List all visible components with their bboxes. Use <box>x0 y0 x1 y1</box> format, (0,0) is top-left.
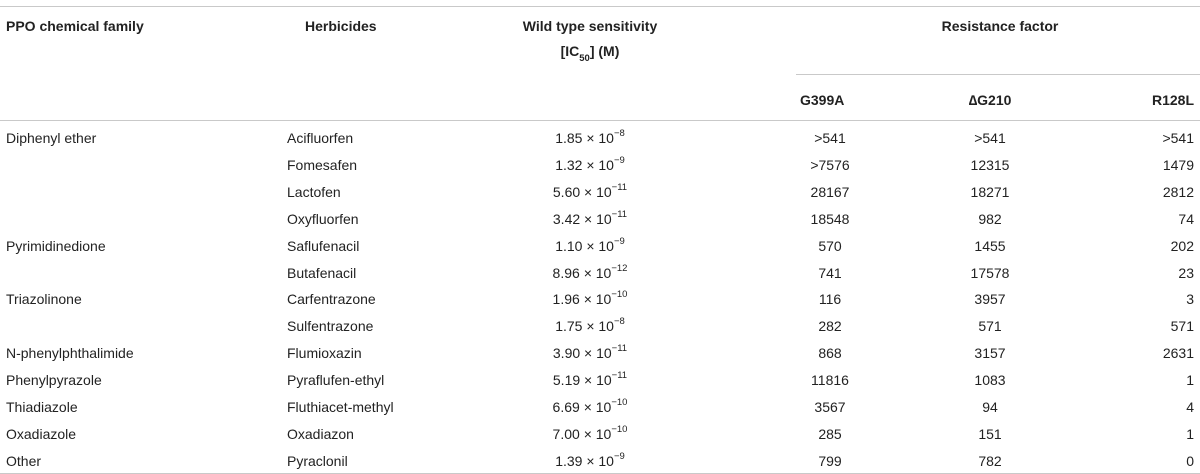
cell-herbicide: Pyraclonil <box>287 453 348 469</box>
cell-dg210: 3957 <box>974 291 1006 307</box>
header-bottom-rule <box>0 120 1200 121</box>
header-g399a: G399A <box>800 92 845 108</box>
cell-dg210: 151 <box>978 426 1002 442</box>
cell-r128l: 0 <box>1186 453 1194 469</box>
header-family: PPO chemical family <box>6 18 144 34</box>
cell-dg210: >541 <box>974 130 1006 146</box>
cell-g399a: 18548 <box>810 211 850 227</box>
cell-dg210: 571 <box>978 318 1002 334</box>
header-sensitivity-line2: [IC50] (M) <box>560 43 620 64</box>
cell-sensitivity: 1.85 × 10−8 <box>555 128 625 146</box>
cell-r128l: 23 <box>1178 265 1194 281</box>
cell-sensitivity: 6.69 × 10−10 <box>552 397 628 415</box>
cell-r128l: 4 <box>1186 399 1194 415</box>
cell-sensitivity: 1.96 × 10−10 <box>552 289 628 307</box>
cell-sensitivity: 1.39 × 10−9 <box>555 451 625 469</box>
cell-herbicide: Acifluorfen <box>287 130 354 146</box>
cell-herbicide: Butafenacil <box>287 265 357 281</box>
cell-g399a: 3567 <box>814 399 846 415</box>
cell-r128l: 571 <box>1170 318 1194 334</box>
cell-dg210: 1083 <box>974 372 1006 388</box>
cell-family: Phenylpyrazole <box>6 372 102 388</box>
header-r128l: R128L <box>1151 92 1194 108</box>
cell-sensitivity: 7.00 × 10−10 <box>552 424 628 442</box>
cell-family: Diphenyl ether <box>6 130 97 146</box>
cell-sensitivity: 1.10 × 10−9 <box>555 236 625 254</box>
cell-g399a: 799 <box>818 453 842 469</box>
header-herbicides: Herbicides <box>305 18 377 34</box>
cell-sensitivity: 5.60 × 10−11 <box>552 182 628 200</box>
header-resistance-factor: Resistance factor <box>941 18 1059 34</box>
cell-herbicide: Lactofen <box>287 184 341 200</box>
cell-family: Thiadiazole <box>6 399 78 415</box>
cell-dg210: 94 <box>982 399 998 415</box>
cell-family: Triazolinone <box>6 291 82 307</box>
cell-herbicide: Pyraflufen-ethyl <box>287 372 385 388</box>
cell-family: Pyrimidinedione <box>6 238 106 254</box>
cell-g399a: 11816 <box>811 372 849 388</box>
cell-dg210: 3157 <box>974 345 1006 361</box>
cell-dg210: 982 <box>978 211 1002 227</box>
cell-sensitivity: 1.32 × 10−9 <box>555 155 625 173</box>
cell-herbicide: Oxadiazon <box>287 426 354 442</box>
cell-dg210: 782 <box>978 453 1002 469</box>
cell-sensitivity: 5.19 × 10−11 <box>552 370 628 388</box>
resistance-header-rule <box>796 74 1200 75</box>
header-dg210: ∆G210 <box>968 92 1012 108</box>
cell-r128l: 74 <box>1178 211 1194 227</box>
cell-sensitivity: 8.96 × 10−12 <box>552 263 628 281</box>
cell-g399a: 570 <box>818 238 842 254</box>
cell-herbicide: Sulfentrazone <box>287 318 374 334</box>
cell-dg210: 12315 <box>970 157 1010 173</box>
cell-g399a: 282 <box>818 318 842 334</box>
cell-g399a: >7576 <box>810 157 850 173</box>
cell-herbicide: Flumioxazin <box>287 345 362 361</box>
cell-r128l: 2631 <box>1162 345 1194 361</box>
cell-g399a: 285 <box>818 426 842 442</box>
header-sensitivity-line1: Wild type sensitivity <box>522 18 658 34</box>
cell-r128l: 1479 <box>1162 157 1194 173</box>
cell-family: Other <box>6 453 42 469</box>
table-top-rule <box>0 6 1200 7</box>
cell-g399a: >541 <box>814 130 846 146</box>
cell-r128l: >541 <box>1162 130 1194 146</box>
cell-r128l: 202 <box>1170 238 1194 254</box>
cell-family: Oxadiazole <box>6 426 77 442</box>
cell-sensitivity: 1.75 × 10−8 <box>555 316 625 334</box>
cell-r128l: 3 <box>1186 291 1194 307</box>
cell-dg210: 17578 <box>970 265 1010 281</box>
cell-r128l: 2812 <box>1162 184 1194 200</box>
cell-herbicide: Saflufenacil <box>287 238 360 254</box>
cell-g399a: 28167 <box>810 184 850 200</box>
cell-sensitivity: 3.90 × 10−11 <box>552 343 628 361</box>
cell-dg210: 1455 <box>974 238 1006 254</box>
cell-g399a: 741 <box>818 265 842 281</box>
cell-herbicide: Fluthiacet-methyl <box>287 399 394 415</box>
cell-r128l: 1 <box>1186 372 1194 388</box>
cell-g399a: 116 <box>818 291 842 307</box>
cell-herbicide: Fomesafen <box>287 157 358 173</box>
cell-g399a: 868 <box>818 345 842 361</box>
cell-herbicide: Carfentrazone <box>287 291 376 307</box>
cell-r128l: 1 <box>1186 426 1194 442</box>
cell-dg210: 18271 <box>970 184 1010 200</box>
cell-family: N-phenylphthalimide <box>6 345 134 361</box>
cell-herbicide: Oxyfluorfen <box>287 211 359 227</box>
cell-sensitivity: 3.42 × 10−11 <box>552 209 628 227</box>
